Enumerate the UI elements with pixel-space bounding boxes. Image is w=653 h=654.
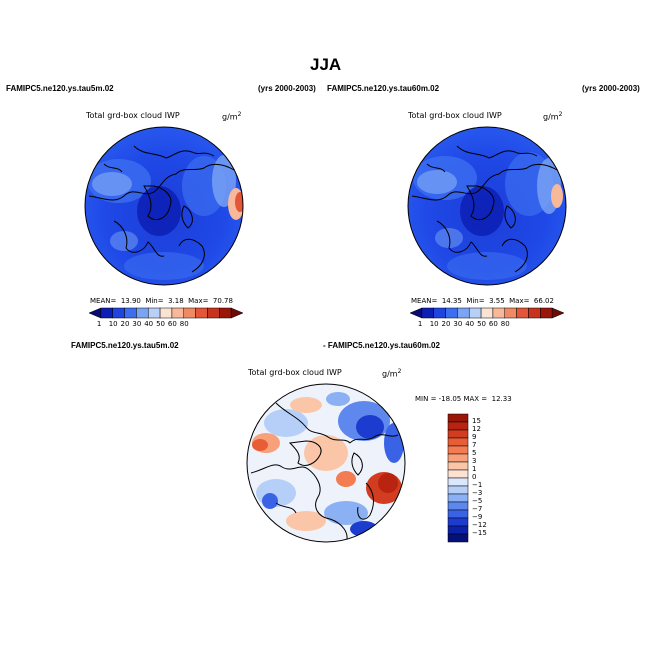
colorbar-swatch: [551, 307, 565, 319]
colorbar-swatch: [504, 307, 517, 319]
colorbar-tick-label: 10: [108, 320, 118, 328]
colorbar-swatch: [207, 307, 220, 319]
colorbar-swatch: [447, 493, 469, 503]
colorbar-tick-label: 15: [472, 417, 481, 425]
colorbar-swatch: [447, 509, 469, 519]
colorbar-tick-label: 7: [472, 441, 477, 449]
colorbar-swatch: [88, 307, 102, 319]
panel2-colorbar-labels: 1 10 20 30 40 50 60 80: [410, 320, 564, 330]
main-title: JJA: [310, 55, 342, 74]
colorbar-tick-label: 20: [441, 320, 451, 328]
colorbar-tick-label: 1: [472, 465, 477, 473]
colorbar-swatch: [147, 307, 161, 319]
colorbar-swatch: [433, 307, 446, 319]
panel1-case-label: FAMIPC5.ne120.ys.tau5m.02: [6, 84, 114, 93]
panel3-map: [246, 383, 406, 543]
colorbar-swatch: [447, 533, 469, 543]
panel1-years: (yrs 2000-2003): [258, 84, 316, 93]
colorbar-swatch: [171, 307, 185, 319]
colorbar-swatch: [230, 307, 244, 319]
colorbar-swatch: [447, 469, 469, 479]
panel3-case-label-a: FAMIPC5.ne120.ys.tau5m.02: [71, 341, 179, 350]
colorbar-swatch: [447, 461, 469, 471]
colorbar-swatch: [112, 307, 125, 319]
colorbar-swatch: [492, 307, 506, 319]
colorbar-tick-label: 50: [156, 320, 165, 328]
colorbar-swatch: [100, 307, 113, 319]
panel1-plot-title: Total grd-box cloud IWP: [86, 111, 180, 120]
colorbar-tick-label: 1: [96, 320, 102, 328]
colorbar-tick-label: −5: [472, 497, 483, 505]
panel2-years: (yrs 2000-2003): [582, 84, 640, 93]
panel2-map: [407, 126, 567, 286]
colorbar-tick-label: −15: [472, 529, 487, 537]
colorbar-swatch: [195, 307, 208, 319]
colorbar-swatch: [468, 307, 482, 319]
panel2-stats: MEAN= 14.35 Min= 3.55 Max= 66.02: [411, 297, 554, 305]
colorbar-swatch: [183, 307, 196, 319]
colorbar-swatch: [447, 421, 469, 431]
panel1-stats: MEAN= 13.90 Min= 3.18 Max= 70.78: [90, 297, 233, 305]
colorbar-tick-label: −3: [472, 489, 483, 497]
panel3-stats: MIN = -18.05 MAX = 12.33: [415, 395, 512, 403]
colorbar-swatch: [409, 307, 423, 319]
colorbar-tick-label: 20: [120, 320, 130, 328]
colorbar-tick-label: 30: [453, 320, 463, 328]
colorbar-swatch: [159, 307, 173, 319]
colorbar-swatch: [421, 307, 434, 319]
panel1-map: [84, 126, 244, 286]
colorbar-tick-label: 40: [465, 320, 475, 328]
panel2-units: g/m2: [543, 111, 563, 122]
panel3-plot-title: Total grd-box cloud IWP: [248, 368, 342, 377]
colorbar-tick-label: 60: [167, 320, 177, 328]
panel3-colorbar: [447, 413, 469, 543]
panel1-units: g/m2: [222, 111, 242, 122]
colorbar-tick-label: 3: [472, 457, 477, 465]
colorbar-swatch: [528, 307, 541, 319]
colorbar-swatch: [457, 307, 470, 319]
colorbar-swatch: [540, 307, 553, 319]
panel3-units: g/m2: [382, 368, 402, 379]
colorbar-swatch: [447, 501, 469, 511]
panel1-colorbar-labels: 1 10 20 30 40 50 60 80: [89, 320, 243, 330]
colorbar-tick-label: −1: [472, 481, 483, 489]
colorbar-swatch: [447, 453, 469, 463]
colorbar-tick-label: 30: [132, 320, 142, 328]
panel3-colorbar-labels: 15 12 9 7 5 3 1 0 −1 −3 −5 −7 −9 −12 −15: [472, 414, 502, 542]
colorbar-tick-label: −9: [472, 513, 483, 521]
colorbar-tick-label: 5: [472, 449, 477, 457]
colorbar-tick-label: 0: [472, 473, 477, 481]
colorbar-swatch: [447, 525, 469, 535]
colorbar-swatch: [124, 307, 137, 319]
colorbar-swatch: [445, 307, 458, 319]
colorbar-swatch: [516, 307, 529, 319]
colorbar-tick-label: 50: [477, 320, 486, 328]
colorbar-swatch: [447, 485, 469, 495]
colorbar-tick-label: −12: [472, 521, 487, 529]
colorbar-tick-label: 80: [500, 320, 510, 328]
panel2-colorbar: [409, 307, 565, 319]
colorbar-swatch: [447, 445, 469, 455]
colorbar-swatch: [447, 517, 469, 527]
panel2-case-label: FAMIPC5.ne120.ys.tau60m.02: [327, 84, 440, 93]
colorbar-tick-label: 60: [488, 320, 498, 328]
colorbar-tick-label: 10: [429, 320, 439, 328]
colorbar-tick-label: 1: [417, 320, 423, 328]
colorbar-swatch: [447, 437, 469, 447]
colorbar-swatch: [447, 413, 469, 423]
panel3-case-label-b: - FAMIPC5.ne120.ys.tau60m.02: [323, 341, 440, 350]
colorbar-tick-label: 40: [144, 320, 154, 328]
colorbar-swatch: [447, 429, 469, 439]
colorbar-tick-label: −7: [472, 505, 483, 513]
colorbar-tick-label: 9: [472, 433, 477, 441]
panel2-plot-title: Total grd-box cloud IWP: [408, 111, 502, 120]
colorbar-swatch: [480, 307, 494, 319]
colorbar-swatch: [136, 307, 149, 319]
colorbar-tick-label: 12: [472, 425, 481, 433]
colorbar-swatch: [447, 477, 469, 487]
colorbar-tick-label: 80: [179, 320, 189, 328]
panel1-colorbar: [88, 307, 244, 319]
colorbar-swatch: [219, 307, 232, 319]
